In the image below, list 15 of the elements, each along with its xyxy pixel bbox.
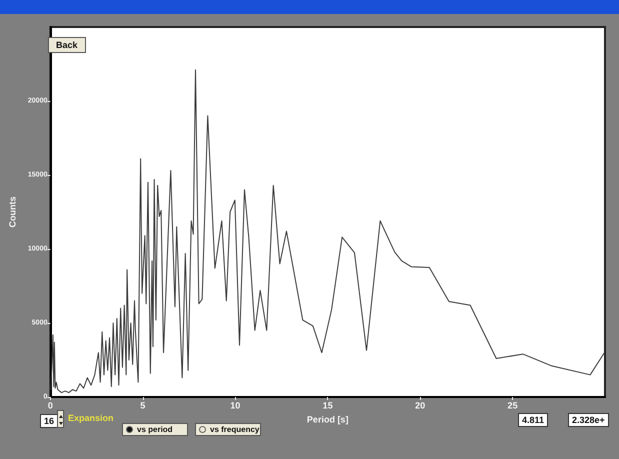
x-tick-label: 25 [508, 400, 518, 410]
value-field: 2.328e+ [568, 413, 609, 427]
x-tick-label: 15 [322, 400, 333, 410]
back-button: Back [48, 37, 86, 53]
period-radio: vs period [122, 423, 188, 436]
x-tick-label: 10 [230, 400, 240, 410]
line-series [50, 69, 605, 394]
y-axis-title: Counts [8, 196, 18, 228]
x-tick-label: 5 [140, 400, 146, 410]
x-axis-title: Period [s] [306, 414, 348, 424]
value-field: 4.811 [518, 413, 548, 427]
expansion-field: 16 [40, 414, 58, 428]
expansion-label: Expansion [68, 413, 114, 423]
frequency-radio: vs frequency [195, 423, 261, 436]
x-tick-label: 20 [415, 400, 426, 410]
